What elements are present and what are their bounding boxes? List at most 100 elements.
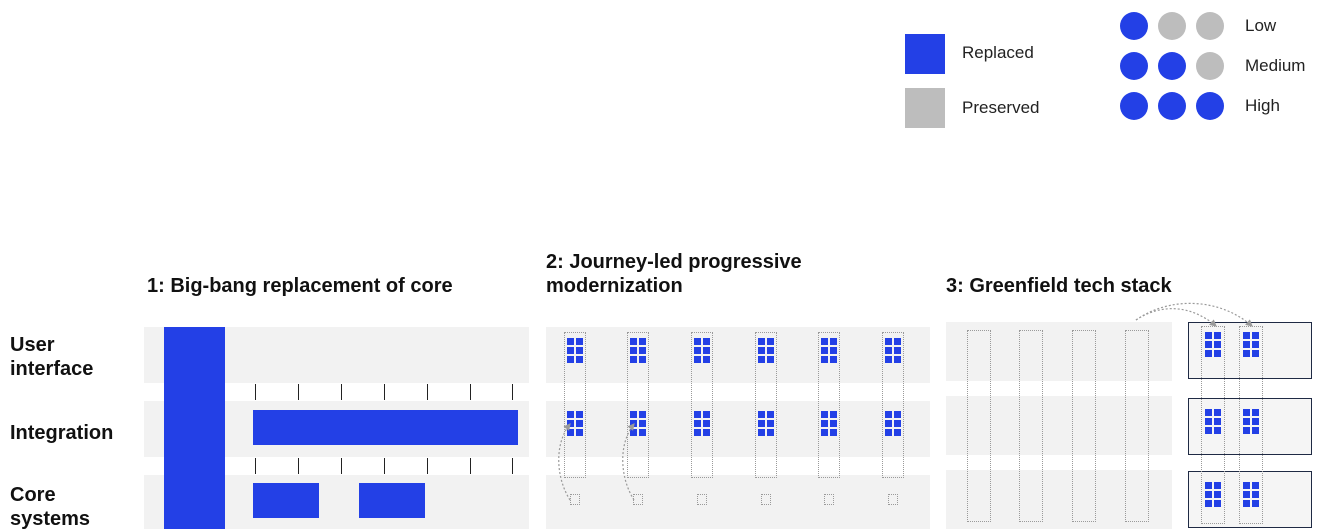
connector-tick xyxy=(427,458,428,474)
module-square xyxy=(1205,409,1212,416)
panel-2-integration-band xyxy=(546,401,930,457)
module-square xyxy=(576,411,583,418)
replaced-swatch xyxy=(905,34,945,74)
legacy-column-outline xyxy=(1072,330,1096,522)
legacy-column-outline xyxy=(1019,330,1043,522)
module-grid xyxy=(1205,482,1222,507)
connector-tick xyxy=(384,384,385,400)
module-square xyxy=(1205,500,1212,507)
legacy-core-placeholder xyxy=(761,494,771,505)
level-dot xyxy=(1196,52,1224,80)
connector-tick xyxy=(384,458,385,474)
module-square xyxy=(567,338,574,345)
module-square xyxy=(1252,332,1259,339)
module-square xyxy=(639,411,646,418)
journey-column-outline xyxy=(755,332,777,478)
module-square xyxy=(639,338,646,345)
legacy-core-placeholder xyxy=(824,494,834,505)
level-dot xyxy=(1196,92,1224,120)
module-square xyxy=(703,356,710,363)
module-square xyxy=(1214,427,1221,434)
connector-tick xyxy=(470,458,471,474)
journey-column-outline xyxy=(627,332,649,478)
module-square xyxy=(821,356,828,363)
module-square xyxy=(885,338,892,345)
module-square xyxy=(830,420,837,427)
module-square xyxy=(767,429,774,436)
replaced-label: Replaced xyxy=(962,43,1034,62)
migration-arrows xyxy=(558,423,635,501)
module-grid xyxy=(1243,332,1260,357)
connector-tick xyxy=(341,384,342,400)
module-grid xyxy=(1205,332,1222,357)
module-square xyxy=(703,411,710,418)
connector-tick xyxy=(512,458,513,474)
journey-column-outline xyxy=(818,332,840,478)
module-square xyxy=(1205,350,1212,357)
module-square xyxy=(821,429,828,436)
level-dot xyxy=(1196,12,1224,40)
module-square xyxy=(1214,409,1221,416)
module-square xyxy=(576,420,583,427)
row-label-user-interface: User interface xyxy=(10,334,94,380)
level-dot xyxy=(1158,52,1186,80)
module-square xyxy=(694,356,701,363)
module-square xyxy=(1243,350,1250,357)
module-square xyxy=(1243,427,1250,434)
panel-3-title: 3: Greenfield tech stack xyxy=(946,275,1172,297)
migration-arrow-1 xyxy=(558,423,571,501)
row-label-core-systems: Core systems xyxy=(10,484,91,530)
module-square xyxy=(1252,350,1259,357)
module-square xyxy=(821,411,828,418)
module-grid xyxy=(1243,482,1260,507)
module-square xyxy=(894,411,901,418)
connector-tick xyxy=(470,384,471,400)
low-level-dots xyxy=(1120,12,1224,40)
module-square xyxy=(758,347,765,354)
module-square xyxy=(830,347,837,354)
connector-tick xyxy=(255,458,256,474)
module-square xyxy=(703,338,710,345)
module-square xyxy=(885,420,892,427)
module-square xyxy=(639,420,646,427)
module-square xyxy=(1243,491,1250,498)
module-square xyxy=(830,356,837,363)
module-grid xyxy=(758,411,775,436)
panel-2-title: 2: Journey-led progressive modernization xyxy=(546,251,802,297)
connector-tick xyxy=(298,458,299,474)
high-level-dots xyxy=(1120,92,1224,120)
module-square xyxy=(894,429,901,436)
module-grid xyxy=(885,338,902,363)
module-square xyxy=(1252,409,1259,416)
module-square xyxy=(576,356,583,363)
module-square xyxy=(630,429,637,436)
core-replacement-column xyxy=(164,327,225,529)
integration-replaced-bar xyxy=(253,410,518,445)
module-square xyxy=(1205,341,1212,348)
module-square xyxy=(630,338,637,345)
module-square xyxy=(630,356,637,363)
panel-3-ui-band xyxy=(946,322,1172,381)
module-square xyxy=(1214,500,1221,507)
module-square xyxy=(830,411,837,418)
module-square xyxy=(1243,418,1250,425)
module-square xyxy=(758,356,765,363)
module-square xyxy=(576,429,583,436)
module-grid xyxy=(821,338,838,363)
connector-tick xyxy=(298,384,299,400)
module-grid xyxy=(630,338,647,363)
module-square xyxy=(1205,482,1212,489)
legacy-core-placeholder xyxy=(570,494,580,505)
module-square xyxy=(1205,491,1212,498)
module-square xyxy=(767,338,774,345)
module-square xyxy=(703,429,710,436)
module-square xyxy=(885,347,892,354)
high-label: High xyxy=(1245,96,1280,115)
module-square xyxy=(767,356,774,363)
legacy-column-outline xyxy=(1125,330,1149,522)
legacy-core-placeholder xyxy=(888,494,898,505)
module-square xyxy=(703,420,710,427)
module-square xyxy=(821,347,828,354)
module-grid xyxy=(821,411,838,436)
greenfield-arrows xyxy=(1135,302,1253,327)
